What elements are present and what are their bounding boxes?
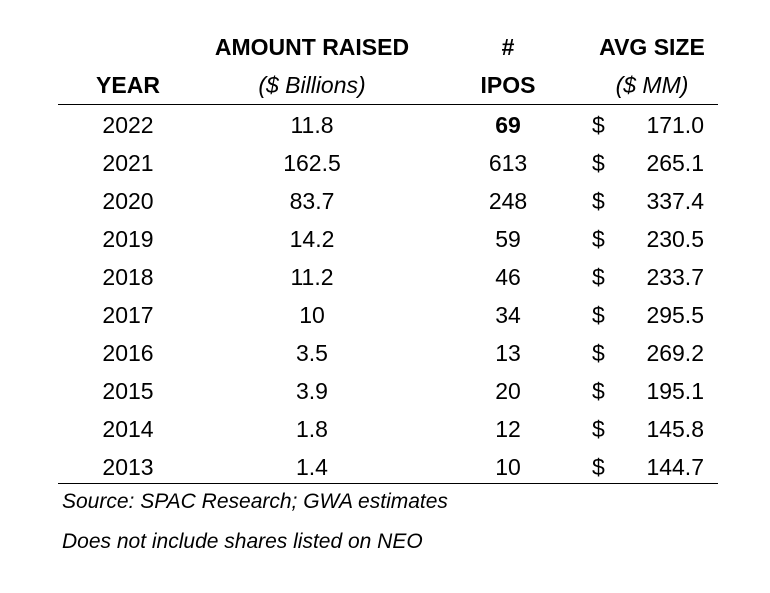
header-ipos: IPOS [480,72,536,98]
year-cell: 2016 [102,340,154,366]
table-row: 2019 14.2 59 $230.5 [0,220,770,258]
currency-symbol: $ [592,302,605,328]
avg-size-cell: 269.2 [646,340,704,366]
ipo-count-cell: 59 [495,226,521,252]
amount-raised-cell: 11.8 [290,112,334,138]
year-cell: 2013 [102,454,154,480]
header-divider [58,104,718,105]
year-cell: 2020 [102,188,154,214]
header-year: YEAR [96,72,160,98]
currency-symbol: $ [592,340,605,366]
ipo-count-cell: 20 [495,378,521,404]
avg-size-cell: 230.5 [646,226,704,252]
ipo-count-cell: 69 [495,112,521,138]
avg-size-cell: 265.1 [646,150,704,176]
table-row: 2017 10 34 $295.5 [0,296,770,334]
amount-raised-cell: 3.5 [296,340,328,366]
amount-raised-cell: 14.2 [289,226,335,252]
ipo-count-cell: 12 [495,416,521,442]
header-amount-unit: ($ Billions) [258,72,366,98]
amount-raised-cell: 3.9 [296,378,328,404]
ipo-count-cell: 248 [488,188,528,214]
currency-symbol: $ [592,112,605,138]
avg-size-cell: 144.7 [646,454,704,480]
ipo-count-cell: 13 [495,340,521,366]
header-avg-unit: ($ MM) [615,72,689,98]
table-row: 2016 3.5 13 $269.2 [0,334,770,372]
avg-size-cell: 145.8 [646,416,704,442]
currency-symbol: $ [592,226,605,252]
avg-size-cell: 295.5 [646,302,704,328]
footer-divider [58,483,718,484]
table-row: 2018 11.2 46 $233.7 [0,258,770,296]
header-ipos-hash: # [501,34,515,60]
avg-size-cell: 233.7 [646,264,704,290]
amount-raised-cell: 11.2 [290,264,334,290]
table-row: 2022 11.8 69 $171.0 [0,106,770,144]
year-cell: 2018 [102,264,154,290]
amount-raised-cell: 83.7 [289,188,335,214]
source-note: Source: SPAC Research; GWA estimates [62,490,448,513]
header-amount-raised: AMOUNT RAISED [214,34,410,60]
currency-symbol: $ [592,378,605,404]
table-row: 2021 162.5 613 $265.1 [0,144,770,182]
ipo-count-cell: 10 [495,454,521,480]
currency-symbol: $ [592,416,605,442]
currency-symbol: $ [592,188,605,214]
year-cell: 2014 [102,416,154,442]
table-row: 2015 3.9 20 $195.1 [0,372,770,410]
table-row: 2014 1.8 12 $145.8 [0,410,770,448]
year-cell: 2017 [102,302,154,328]
currency-symbol: $ [592,454,605,480]
currency-symbol: $ [592,264,605,290]
ipo-count-cell: 46 [495,264,521,290]
amount-raised-cell: 1.4 [296,454,328,480]
disclaimer-note: Does not include shares listed on NEO [62,530,423,553]
header-avg-size: AVG SIZE [599,34,705,60]
avg-size-cell: 195.1 [646,378,704,404]
avg-size-cell: 337.4 [646,188,704,214]
year-cell: 2019 [102,226,154,252]
year-cell: 2015 [102,378,154,404]
amount-raised-cell: 1.8 [296,416,328,442]
ipo-count-cell: 34 [495,302,521,328]
amount-raised-cell: 162.5 [283,150,341,176]
ipo-count-cell: 613 [488,150,528,176]
amount-raised-cell: 10 [299,302,325,328]
avg-size-cell: 171.0 [646,112,704,138]
year-cell: 2022 [102,112,154,138]
year-cell: 2021 [102,150,154,176]
table-row: 2013 1.4 10 $144.7 [0,448,770,486]
table-row: 2020 83.7 248 $337.4 [0,182,770,220]
currency-symbol: $ [592,150,605,176]
